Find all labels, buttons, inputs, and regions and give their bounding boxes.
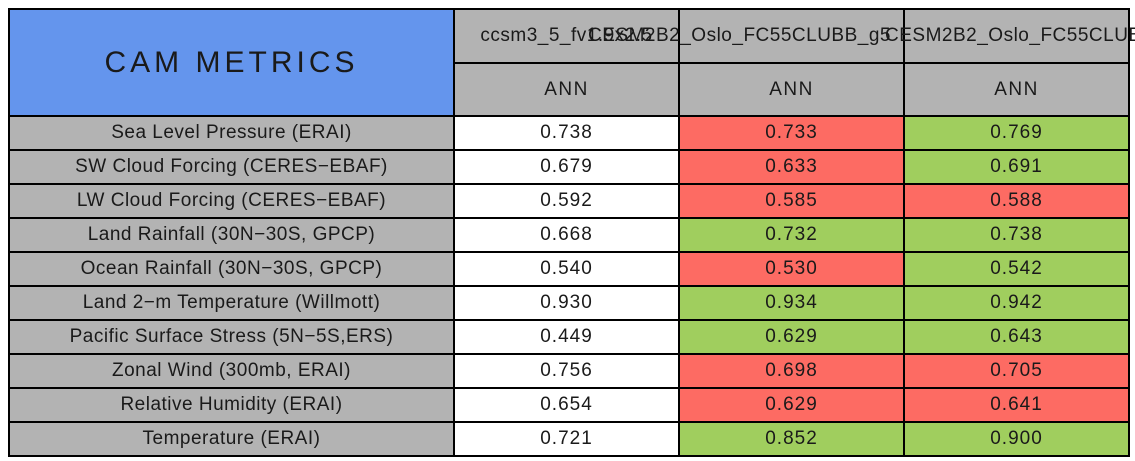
table-row: Temperature (ERAI) 0.721 0.852 0.900	[8, 421, 1130, 457]
metric-value-cell: 0.629	[678, 387, 905, 423]
metric-label: Pacific Surface Stress (5N−5S,ERS)	[8, 319, 455, 355]
metric-value-cell: 0.756	[453, 353, 680, 389]
metric-value-cell: 0.732	[678, 217, 905, 253]
table-row: LW Cloud Forcing (CERES−EBAF) 0.592 0.585 0…	[8, 183, 1130, 219]
metric-value-cell: 0.633	[678, 149, 905, 185]
metric-label: Land 2−m Temperature (Willmott)	[8, 285, 455, 321]
metric-value-cell: 0.540	[453, 251, 680, 287]
metric-value-cell: 0.542	[903, 251, 1130, 287]
season-subheader: ANN	[903, 62, 1130, 117]
metric-value-cell: 0.900	[903, 421, 1130, 457]
metric-value-cell: 0.588	[903, 183, 1130, 219]
metric-value-cell: 0.679	[453, 149, 680, 185]
metric-label: SW Cloud Forcing (CERES−EBAF)	[8, 149, 455, 185]
table-row: Sea Level Pressure (ERAI) 0.738 0.733 0.769	[8, 115, 1130, 151]
metric-value-cell: 0.769	[903, 115, 1130, 151]
metric-label: Temperature (ERAI)	[8, 421, 455, 457]
metric-value-cell: 0.852	[678, 421, 905, 457]
model-column-header-2: CESM2B2_Oslo_FC55CLUBB_g5	[588, 8, 905, 64]
metric-label: Land Rainfall (30N−30S, GPCP)	[8, 217, 455, 253]
metric-label: LW Cloud Forcing (CERES−EBAF)	[8, 183, 455, 219]
metric-value-cell: 0.930	[453, 285, 680, 321]
metric-value-cell: 0.629	[678, 319, 905, 355]
table-title: CAM METRICS	[8, 8, 455, 117]
season-subheader: ANN	[678, 62, 905, 117]
metric-value-cell: 0.691	[903, 149, 1130, 185]
table-row: Land Rainfall (30N−30S, GPCP) 0.668 0.732 0…	[8, 217, 1130, 253]
metric-value-cell: 0.733	[678, 115, 905, 151]
model-column-header-3: CESM2B2_Oslo_FC55CLUBB_g5	[885, 8, 1135, 64]
model-name-label: CESM2B2_Oslo_FC55CLUBB_g5	[885, 25, 1135, 46]
table-row: Relative Humidity (ERAI) 0.654 0.629 0.641	[8, 387, 1130, 423]
metric-value-cell: 0.654	[453, 387, 680, 423]
table-row: Pacific Surface Stress (5N−5S,ERS) 0.449 0…	[8, 319, 1130, 355]
metric-value-cell: 0.738	[903, 217, 1130, 253]
metric-value-cell: 0.530	[678, 251, 905, 287]
metric-value-cell: 0.449	[453, 319, 680, 355]
metric-label: Relative Humidity (ERAI)	[8, 387, 455, 423]
season-subheader: ANN	[453, 62, 680, 117]
metric-value-cell: 0.738	[453, 115, 680, 151]
metric-value-cell: 0.592	[453, 183, 680, 219]
metric-label: Sea Level Pressure (ERAI)	[8, 115, 455, 151]
table-row: Ocean Rainfall (30N−30S, GPCP) 0.540 0.530…	[8, 251, 1130, 287]
model-header-row: CAM METRICS ccsm3_5_fv1.9x2.5 CESM2B2_Os…	[8, 8, 1135, 117]
table-row: Land 2−m Temperature (Willmott) 0.930 0.93…	[8, 285, 1130, 321]
table-row: Zonal Wind (300mb, ERAI) 0.756 0.698 0.705	[8, 353, 1130, 389]
metric-value-cell: 0.641	[903, 387, 1130, 423]
cam-metrics-table: CAM METRICS ccsm3_5_fv1.9x2.5 CESM2B2_Os…	[8, 8, 1135, 457]
metric-value-cell: 0.668	[453, 217, 680, 253]
metric-label: Ocean Rainfall (30N−30S, GPCP)	[8, 251, 455, 287]
metric-value-cell: 0.585	[678, 183, 905, 219]
model-column-header-1: ccsm3_5_fv1.9x2.5	[453, 8, 680, 64]
metric-value-cell: 0.934	[678, 285, 905, 321]
metric-value-cell: 0.942	[903, 285, 1130, 321]
table-row: SW Cloud Forcing (CERES−EBAF) 0.679 0.633 0…	[8, 149, 1130, 185]
metric-value-cell: 0.643	[903, 319, 1130, 355]
metric-label: Zonal Wind (300mb, ERAI)	[8, 353, 455, 389]
metric-value-cell: 0.698	[678, 353, 905, 389]
season-subheader-row: ANN ANN ANN	[9, 62, 1130, 117]
model-name-label: ccsm3_5_fv1.9x2.5	[480, 25, 653, 46]
metric-value-cell: 0.705	[903, 353, 1130, 389]
metric-value-cell: 0.721	[453, 421, 680, 457]
